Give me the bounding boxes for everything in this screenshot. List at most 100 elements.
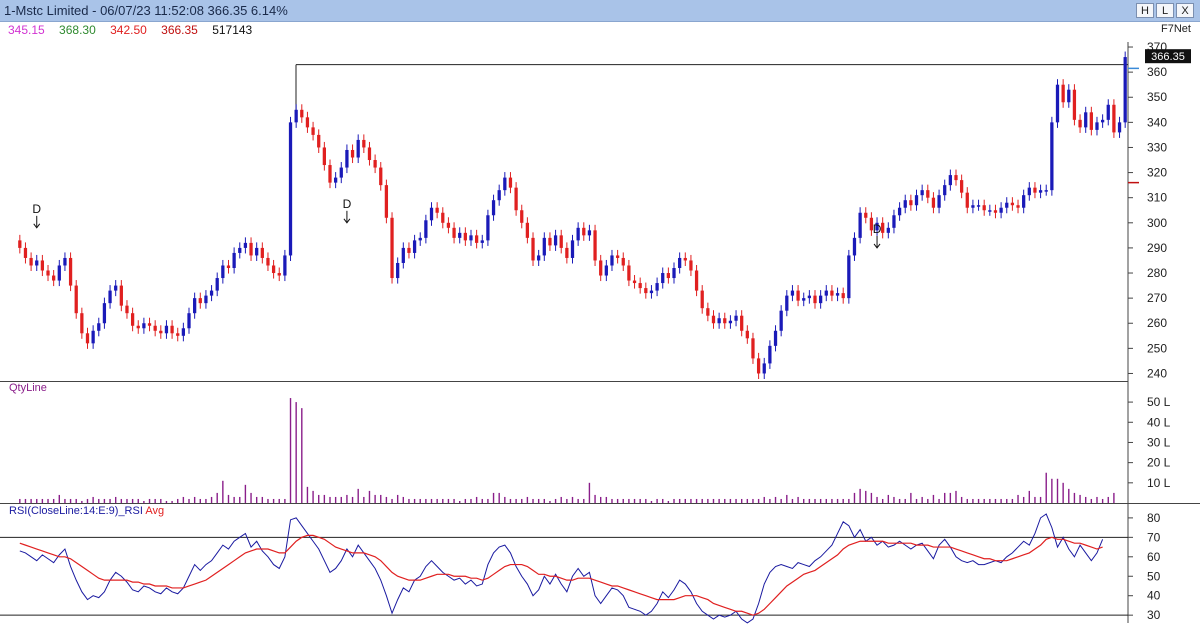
dividend-marker: D bbox=[873, 222, 882, 236]
candle-body bbox=[300, 109, 304, 118]
candle-body bbox=[35, 260, 39, 266]
candle-body bbox=[565, 247, 569, 258]
candle-body bbox=[655, 283, 659, 291]
candle-body bbox=[407, 247, 411, 253]
low-value: 342.50 bbox=[110, 23, 147, 37]
candle-body bbox=[740, 315, 744, 331]
candle-body bbox=[886, 227, 890, 233]
rsi-label: RSI(CloseLine:14:E:9)_RSI bbox=[9, 505, 143, 517]
candle-body bbox=[277, 273, 281, 276]
candle-body bbox=[954, 175, 958, 181]
candle-body bbox=[497, 190, 501, 201]
low-button[interactable]: L bbox=[1156, 3, 1174, 18]
candle-body bbox=[480, 240, 484, 243]
candle-body bbox=[260, 247, 264, 258]
open-value: 345.15 bbox=[8, 23, 45, 37]
candle-body bbox=[288, 122, 293, 256]
candle-body bbox=[367, 147, 372, 161]
candle-body bbox=[362, 139, 366, 148]
candle-body bbox=[226, 265, 231, 268]
candle-body bbox=[401, 247, 405, 263]
candle-body bbox=[610, 255, 614, 266]
candle-body bbox=[520, 210, 524, 223]
candle-body bbox=[23, 247, 28, 258]
last-price-value: 366.35 bbox=[1151, 51, 1185, 63]
candle-body bbox=[976, 205, 981, 207]
candle-body bbox=[46, 270, 50, 276]
candle-body bbox=[717, 318, 721, 324]
candle-body bbox=[700, 290, 704, 309]
high-button[interactable]: H bbox=[1136, 3, 1154, 18]
high-value: 368.30 bbox=[59, 23, 96, 37]
candle-body bbox=[249, 242, 253, 256]
candle-body bbox=[68, 257, 73, 286]
candle-body bbox=[1022, 195, 1026, 208]
candle-body bbox=[266, 257, 270, 266]
window-titlebar: 1-Mstc Limited - 06/07/23 11:52:08 366.3… bbox=[0, 0, 1200, 22]
candle-body bbox=[384, 185, 389, 218]
candle-body bbox=[711, 315, 716, 324]
candle-body bbox=[238, 247, 242, 253]
candle-body bbox=[328, 165, 332, 183]
candle-body bbox=[785, 295, 789, 311]
candle-body bbox=[379, 167, 383, 186]
candle-body bbox=[914, 195, 919, 206]
last-price-tag bbox=[1145, 49, 1191, 64]
candle-body bbox=[1078, 119, 1082, 128]
candle-body bbox=[458, 232, 462, 238]
price-tick-label: 350 bbox=[1147, 90, 1167, 104]
candle-body bbox=[875, 222, 879, 231]
candle-body bbox=[587, 230, 592, 236]
candle-body bbox=[412, 240, 417, 253]
candle-body bbox=[559, 235, 563, 248]
candle-body bbox=[142, 323, 146, 329]
candle-body bbox=[209, 290, 214, 296]
candle-body bbox=[965, 192, 969, 208]
candle-body bbox=[114, 285, 118, 291]
qty-panel-label: QtyLine bbox=[9, 382, 47, 394]
candle-body bbox=[576, 227, 580, 241]
candle-body bbox=[570, 240, 575, 258]
candle-body bbox=[582, 227, 586, 236]
candle-body bbox=[441, 212, 445, 223]
dividend-arrow-head bbox=[873, 243, 881, 249]
price-tick-label: 290 bbox=[1147, 241, 1167, 255]
candle-body bbox=[339, 167, 343, 178]
candle-body bbox=[694, 270, 699, 291]
candle-body bbox=[768, 345, 772, 364]
candle-body bbox=[215, 278, 219, 291]
candle-body bbox=[91, 330, 95, 344]
candle-body bbox=[1117, 122, 1122, 133]
candle-body bbox=[356, 139, 360, 158]
candle-body bbox=[937, 195, 941, 208]
candle-body bbox=[491, 200, 496, 216]
candle-body bbox=[136, 325, 140, 329]
candle-body bbox=[18, 240, 22, 248]
candle-body bbox=[1016, 205, 1020, 208]
candle-body bbox=[943, 185, 947, 196]
rsi-tick-label: 60 bbox=[1147, 550, 1161, 564]
candle-body bbox=[824, 290, 828, 296]
candle-body bbox=[959, 180, 964, 193]
rsi-panel-label: RSI(CloseLine:14:E:9)_RSI Avg bbox=[9, 505, 164, 517]
candle-body bbox=[221, 265, 225, 279]
candle-body bbox=[243, 242, 248, 248]
candle-body bbox=[294, 109, 298, 123]
candle-body bbox=[170, 325, 174, 334]
candle-body bbox=[503, 177, 507, 191]
candle-body bbox=[1123, 57, 1127, 123]
candle-body bbox=[931, 197, 936, 208]
candle-body bbox=[130, 313, 135, 326]
candle-body bbox=[542, 237, 546, 256]
candle-body bbox=[1100, 119, 1105, 123]
candle-body bbox=[1095, 122, 1099, 130]
candle-body bbox=[424, 220, 428, 238]
candle-body bbox=[1038, 190, 1043, 193]
candle-body bbox=[147, 323, 152, 326]
candle-body bbox=[723, 318, 727, 324]
rsi-tick-label: 80 bbox=[1147, 511, 1161, 525]
candle-body bbox=[819, 295, 823, 304]
candle-body bbox=[604, 265, 608, 276]
candle-body bbox=[864, 212, 868, 218]
close-button[interactable]: X bbox=[1176, 3, 1194, 18]
